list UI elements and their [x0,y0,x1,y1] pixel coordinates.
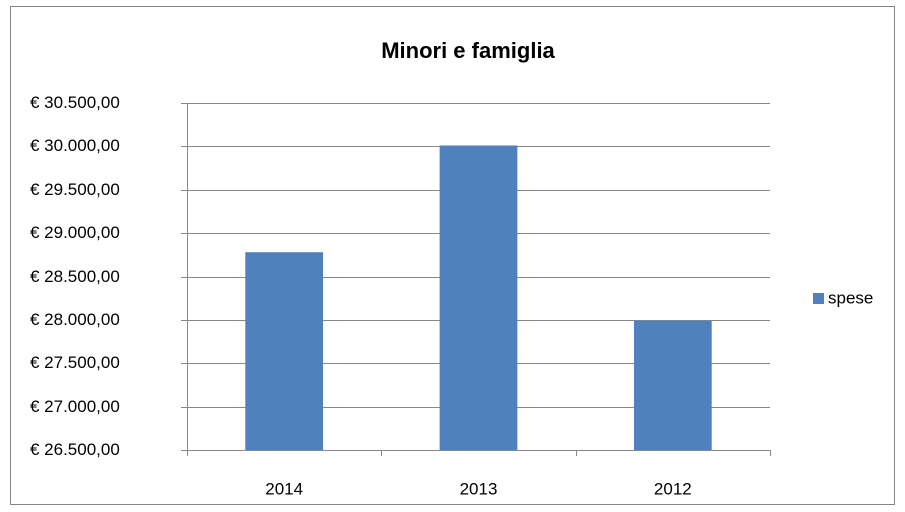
y-tick-label: € 28.500,00 [30,267,120,286]
legend-label: spese [828,288,873,307]
y-tick-label: € 30.500,00 [30,93,120,112]
bar [245,252,324,450]
legend-swatch [813,293,824,304]
y-tick-label: € 26.500,00 [30,440,120,459]
x-tick-label: 2014 [265,479,303,498]
chart-title: Minori e famiglia [381,38,555,63]
bar [633,320,712,450]
y-tick-label: € 27.500,00 [30,353,120,372]
x-tick-label: 2013 [460,479,498,498]
y-tick-label: € 27.000,00 [30,397,120,416]
x-tick-label: 2012 [654,479,692,498]
y-tick-label: € 30.000,00 [30,136,120,155]
bar [439,145,518,450]
y-tick-label: € 28.000,00 [30,310,120,329]
y-tick-label: € 29.500,00 [30,180,120,199]
y-tick-label: € 29.000,00 [30,223,120,242]
